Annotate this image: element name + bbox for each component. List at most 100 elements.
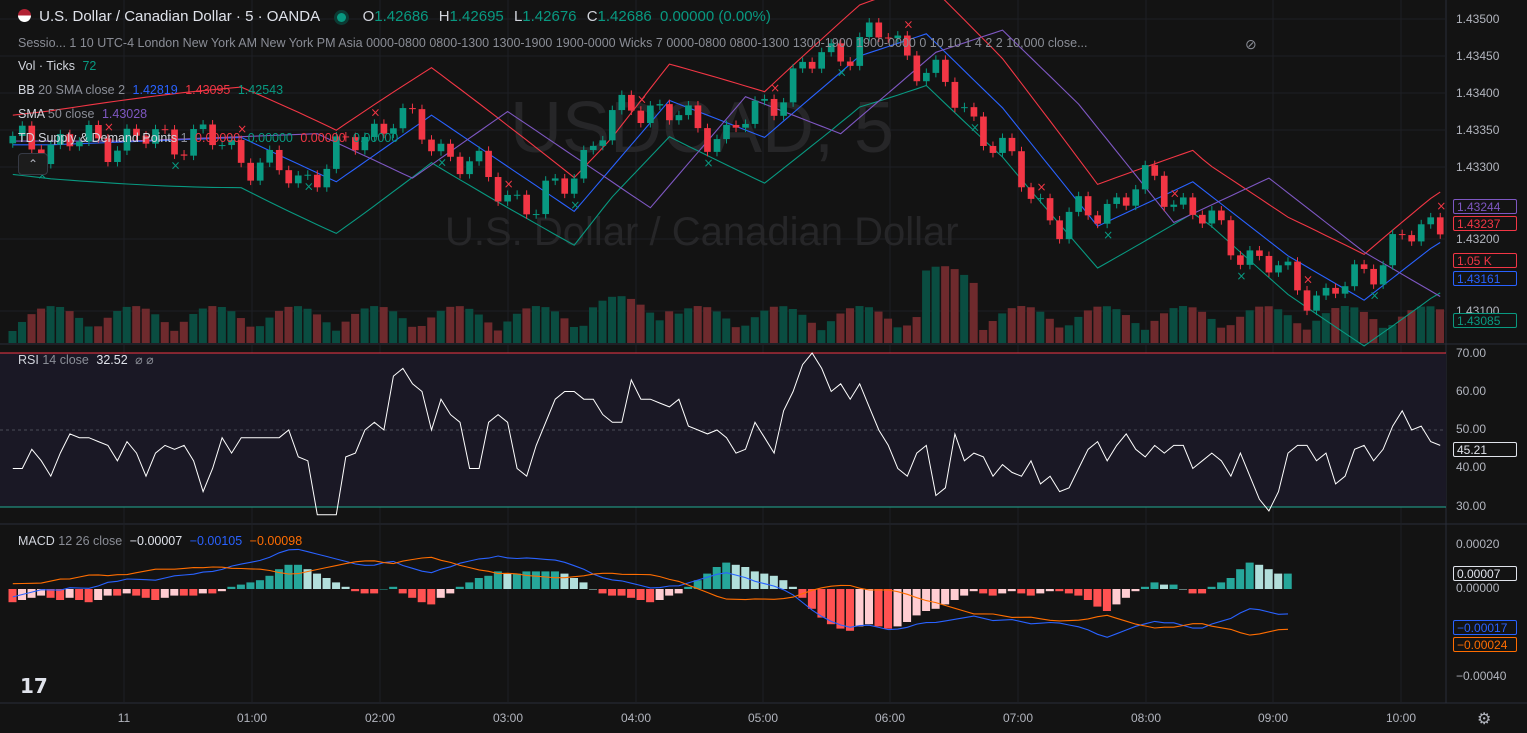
td-supply-demand-legend[interactable]: TD Supply & Demand Points 1 0.00000 0.00… bbox=[18, 131, 398, 146]
volume-bar bbox=[1293, 323, 1302, 343]
volume-bar bbox=[1312, 320, 1321, 343]
macd-hist-bar bbox=[265, 575, 274, 589]
volume-bar bbox=[132, 306, 141, 343]
td-value-1: 0.00000 bbox=[195, 131, 241, 145]
candle-body bbox=[85, 124, 93, 142]
macd-histogram bbox=[8, 562, 1292, 631]
candle-body bbox=[1284, 261, 1292, 266]
macd-hist-bar bbox=[779, 580, 788, 589]
volume-bar bbox=[1093, 306, 1102, 343]
macd-tick: −0.00040 bbox=[1456, 669, 1507, 683]
macd-hist-bar bbox=[1207, 586, 1216, 589]
macd-hist-bar bbox=[627, 589, 636, 598]
candle-body bbox=[294, 175, 302, 184]
bb-params: 20 SMA close 2 bbox=[38, 83, 126, 97]
volume-bar bbox=[836, 313, 845, 343]
candle-body bbox=[723, 124, 730, 140]
candle-body bbox=[827, 43, 835, 53]
macd-hist-bar bbox=[874, 589, 883, 627]
macd-hist-bar bbox=[1017, 589, 1026, 594]
sma-value: 1.43028 bbox=[101, 107, 148, 121]
macd-hist-bar bbox=[170, 589, 179, 596]
macd-hist-bar bbox=[1264, 569, 1273, 589]
macd-hist-bar bbox=[293, 564, 303, 589]
macd-hist-bar bbox=[398, 589, 407, 594]
candle-body bbox=[123, 128, 131, 151]
macd-hist-bar bbox=[474, 578, 483, 589]
macd-hist-bar bbox=[655, 589, 664, 600]
volume-bar bbox=[379, 307, 388, 343]
sessions-indicator-legend[interactable]: Sessio... 1 10 UTC-4 London New York AM … bbox=[18, 36, 1088, 50]
candle-body bbox=[675, 115, 683, 121]
volume-bar bbox=[427, 317, 436, 343]
candle-body bbox=[371, 123, 378, 138]
rsi-line bbox=[12, 352, 1441, 516]
collapse-legend-button[interactable]: ⌃ bbox=[18, 153, 48, 175]
macd-hist-bar bbox=[113, 589, 122, 596]
sma-line bbox=[12, 29, 1441, 297]
symbol-legend[interactable]: U.S. Dollar / Canadian Dollar · 5 · OAND… bbox=[18, 9, 771, 25]
candle-body bbox=[380, 123, 388, 134]
volume-legend[interactable]: Vol · Ticks 72 bbox=[18, 59, 96, 74]
macd-hist-bar bbox=[1283, 573, 1292, 589]
volume-bar bbox=[465, 308, 474, 343]
rsi-params: 14 close bbox=[42, 353, 89, 367]
volume-bar bbox=[360, 308, 369, 343]
macd-hist-bar bbox=[703, 573, 712, 589]
candle-body bbox=[1056, 220, 1063, 240]
macd-hist-bar bbox=[389, 586, 398, 589]
td-marker: × bbox=[570, 198, 580, 212]
volume-bar bbox=[569, 326, 578, 343]
macd-hist-bar bbox=[322, 578, 331, 589]
macd-hist-bar bbox=[84, 589, 93, 603]
volume-bar bbox=[1255, 306, 1264, 343]
candle-body bbox=[570, 178, 578, 194]
gear-icon[interactable]: ⚙ bbox=[1477, 711, 1492, 728]
macd-hist-bar bbox=[589, 589, 598, 590]
macd-hist-bar bbox=[722, 562, 731, 589]
macd-hist-bar bbox=[550, 571, 559, 589]
macd-hist-bar bbox=[684, 586, 693, 589]
eye-slash-icon[interactable]: ⊘ bbox=[1245, 36, 1257, 52]
macd-hist-bar bbox=[56, 589, 65, 600]
td-marker: × bbox=[637, 92, 647, 106]
candle-body bbox=[884, 37, 892, 39]
candle-body bbox=[1408, 235, 1416, 242]
candle-body bbox=[818, 52, 825, 69]
macd-hist-bar bbox=[969, 589, 978, 592]
volume-bar bbox=[1369, 319, 1378, 343]
volume-bar bbox=[37, 308, 46, 343]
macd-hist-bar bbox=[227, 586, 236, 589]
volume-bar bbox=[1264, 306, 1273, 343]
macd-hist-bar bbox=[217, 589, 226, 592]
candle-body bbox=[656, 104, 664, 106]
ohlc-l-value: 1.42676 bbox=[522, 8, 577, 25]
volume-bar bbox=[608, 296, 617, 343]
macd-hist-bar bbox=[1112, 589, 1121, 605]
tradingview-logo[interactable]: 17 bbox=[20, 674, 48, 698]
macd-tick: 0.00020 bbox=[1456, 537, 1500, 551]
macd-hist-bar bbox=[864, 589, 874, 625]
rsi-legend[interactable]: RSI 14 close 32.52 ⌀ ⌀ bbox=[18, 353, 154, 368]
macd-hist-bar bbox=[370, 589, 379, 594]
volume-bar bbox=[1064, 325, 1073, 343]
candle-body bbox=[237, 140, 245, 163]
rsi-extra: ⌀ ⌀ bbox=[135, 353, 154, 367]
macd-legend[interactable]: MACD 12 26 close −0.00007 −0.00105 −0.00… bbox=[18, 534, 302, 549]
candle-body bbox=[1256, 250, 1263, 256]
volume-bar bbox=[65, 311, 74, 343]
volume-bar bbox=[113, 310, 122, 343]
candle-body bbox=[932, 59, 940, 73]
macd-hist-bar bbox=[8, 589, 17, 603]
candle-body bbox=[28, 125, 36, 150]
macd-hist-bar bbox=[608, 589, 617, 596]
volume-tag: 1.05 K bbox=[1453, 253, 1517, 268]
candle-body bbox=[1436, 217, 1444, 235]
volume-bar bbox=[332, 330, 341, 343]
macd-hist-bar bbox=[274, 569, 283, 589]
bollinger-legend[interactable]: BB 20 SMA close 2 1.42819 1.43095 1.4254… bbox=[18, 83, 283, 98]
candle-body bbox=[551, 178, 559, 181]
sma-legend[interactable]: SMA 50 close 1.43028 bbox=[18, 107, 147, 122]
td-marker: × bbox=[437, 155, 447, 169]
